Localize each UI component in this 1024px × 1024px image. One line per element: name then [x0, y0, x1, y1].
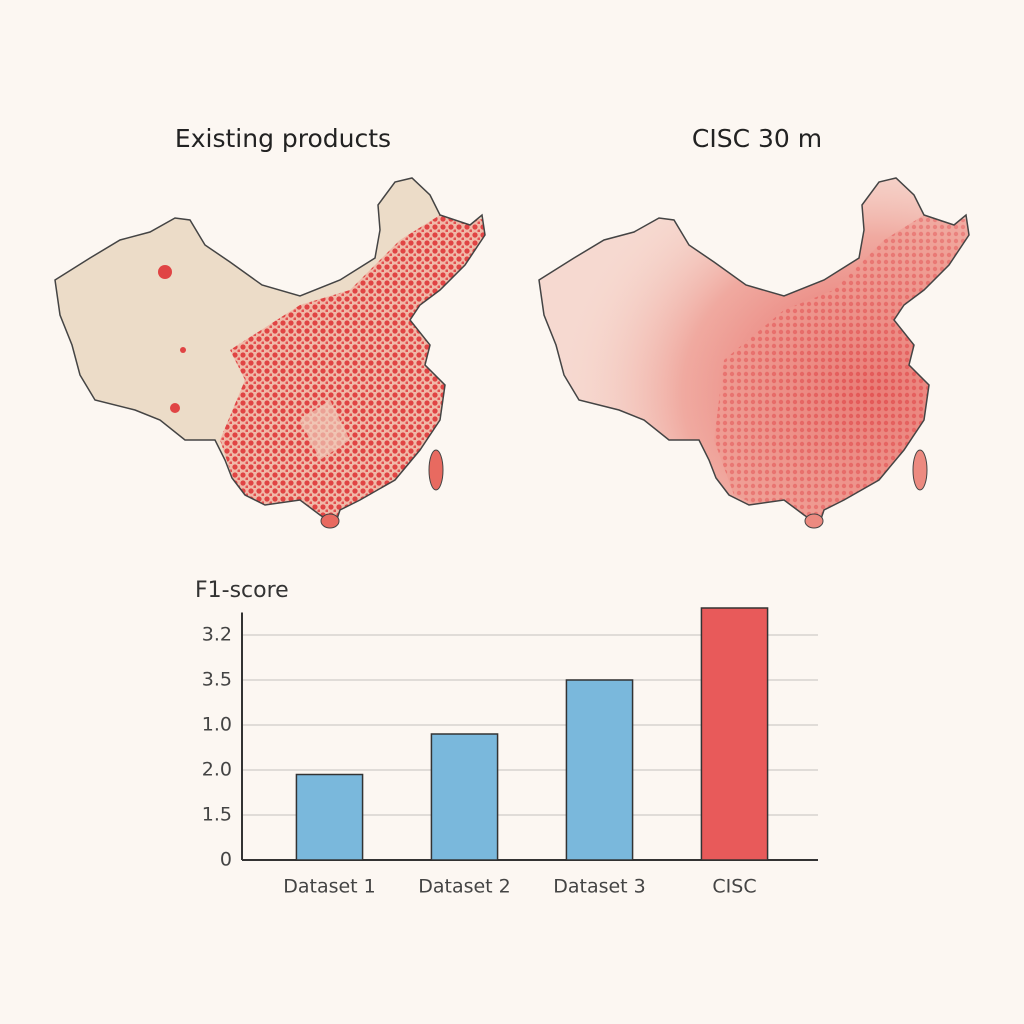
y-tick-label: 0 [220, 849, 232, 871]
map-existing [54, 177, 486, 529]
bar [565, 679, 634, 861]
y-tick-label: 1.0 [202, 714, 232, 736]
y-tick-label: 1.5 [202, 804, 232, 826]
x-tick-label: Dataset 1 [283, 876, 376, 898]
map-title: Existing products [175, 124, 391, 153]
bar [295, 773, 364, 861]
y-tick-label: 3.2 [202, 624, 232, 646]
x-tick-label: CISC [712, 876, 756, 898]
y-tick-label: 3.5 [202, 669, 232, 691]
map-cisc [538, 177, 970, 529]
x-tick-label: Dataset 3 [553, 876, 646, 898]
map-title: CISC 30 m [692, 124, 822, 153]
bar [700, 607, 769, 861]
bar [430, 733, 499, 861]
bar-chart: 0 1.5 2.0 1.0 3.5 3.2 Dataset 1 Dataset 2 Datase… [202, 607, 818, 898]
y-axis-label: F1-score [195, 578, 289, 603]
x-tick-label: Dataset 2 [418, 876, 511, 898]
y-tick-label: 2.0 [202, 759, 232, 781]
